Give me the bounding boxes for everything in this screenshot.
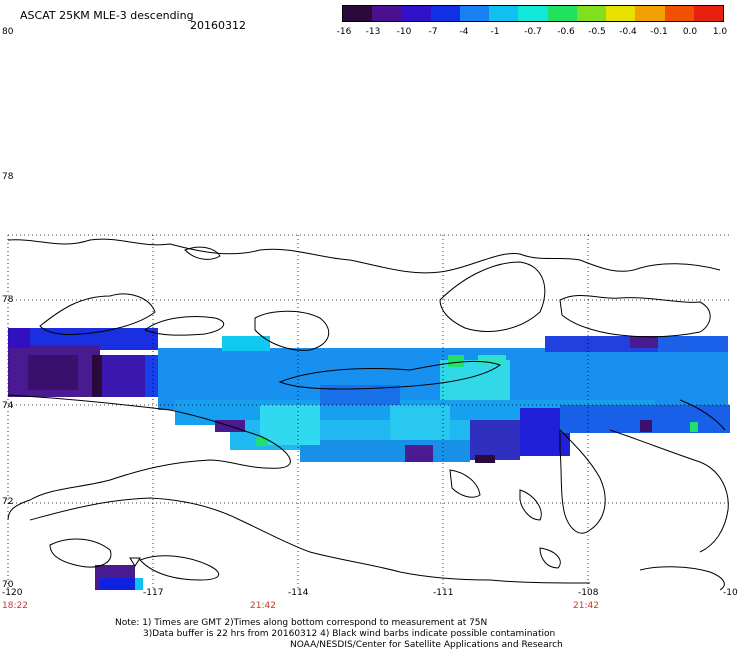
footer-note-3: NOAA/NESDIS/Center for Satellite Applica… (290, 640, 563, 650)
colorbar-tick-label: -7 (428, 27, 438, 37)
lon-label: -111 (433, 588, 454, 598)
colorbar-tick-label: -4 (459, 27, 469, 37)
colorbar-tick-label: -1 (490, 27, 500, 37)
swath-cell (478, 355, 506, 365)
colorbar-tick-label: -16 (336, 27, 352, 37)
lon-label: -114 (288, 588, 309, 598)
colorbar-tick-label: 0.0 (682, 27, 698, 37)
colorbar-segment (635, 6, 665, 21)
colorbar-tick-label: 1.0 (712, 27, 728, 37)
time-label: 18:22 (2, 601, 28, 611)
time-label: 21:42 (573, 601, 599, 611)
colorbar-tick-label: -10 (396, 27, 412, 37)
colorbar-segment (372, 6, 402, 21)
swath-cell (8, 328, 30, 348)
lon-label: -10 (723, 588, 738, 598)
colorbar-tick-label: -0.4 (619, 27, 637, 37)
swath-cell (658, 336, 728, 352)
colorbar-segment (518, 6, 548, 21)
swath-cell (630, 336, 658, 348)
lon-label: -117 (143, 588, 164, 598)
colorbar-segment (489, 6, 519, 21)
time-label: 21:42 (250, 601, 276, 611)
swath-cell (28, 355, 78, 390)
swath-cell (300, 440, 470, 462)
colorbar-segment (606, 6, 636, 21)
swath-cell (640, 420, 652, 432)
swath-cell (475, 455, 495, 463)
colorbar-segment (547, 6, 577, 21)
swath-cell (260, 405, 320, 445)
colorbar-tick-label: -0.5 (588, 27, 606, 37)
swath-cell (690, 422, 698, 432)
swath-cell (222, 336, 270, 351)
colorbar-tick-label: -13 (365, 27, 381, 37)
colorbar-tick-label: -0.1 (650, 27, 668, 37)
date-label: 20160312 (190, 19, 246, 32)
colorbar-segment (693, 6, 724, 21)
colorbar-segment (430, 6, 460, 21)
swath-cell (320, 385, 400, 405)
swath-cell (405, 445, 433, 462)
colorbar-segment (576, 6, 607, 21)
footer-note-1: Note: 1) Times are GMT 2)Times along bot… (115, 618, 488, 628)
corner-lat-label: 80 (2, 27, 14, 37)
swath-cell (470, 420, 520, 460)
coastline (7, 238, 729, 591)
lat-label: 78 (2, 172, 14, 182)
lon-label: -120 (2, 588, 23, 598)
chart-title: ASCAT 25KM MLE-3 descending (20, 9, 194, 22)
swath-data (8, 328, 730, 590)
swath-cell (256, 438, 268, 446)
lat-label: 74 (2, 401, 14, 411)
swath-cell (145, 355, 160, 397)
lat-label: 72 (2, 497, 14, 507)
colorbar-tick-label: -0.6 (557, 27, 575, 37)
swath-cell (100, 355, 145, 397)
swath-cell (135, 578, 143, 590)
swath-cell (100, 578, 135, 590)
marker-triangle (129, 557, 141, 567)
colorbar-segment (401, 6, 431, 21)
lat-label: 70 (2, 580, 14, 590)
colorbar (342, 5, 724, 22)
lon-label: -108 (578, 588, 599, 598)
swath-cell (92, 355, 102, 397)
swath-cell (448, 355, 464, 367)
colorbar-segment (343, 6, 373, 21)
lat-label: 78 (2, 295, 14, 305)
swath-cell (390, 405, 450, 440)
colorbar-segment (459, 6, 490, 21)
colorbar-tick-label: -0.7 (524, 27, 542, 37)
swath-cell (8, 328, 158, 350)
colorbar-segment (664, 6, 694, 21)
footer-note-2: 3)Data buffer is 22 hrs from 20160312 4)… (143, 629, 556, 639)
